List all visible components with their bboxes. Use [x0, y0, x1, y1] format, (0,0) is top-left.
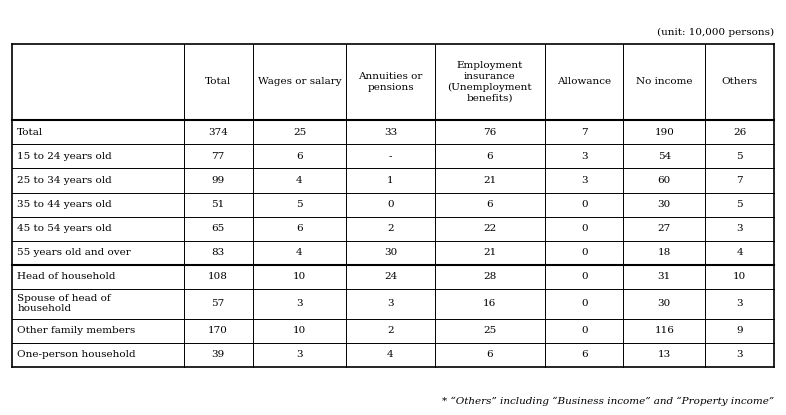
Text: 77: 77 [211, 152, 225, 161]
Text: 10: 10 [293, 326, 306, 335]
Text: 0: 0 [581, 248, 588, 257]
Text: Spouse of head of
household: Spouse of head of household [17, 294, 111, 313]
Text: Total: Total [17, 128, 43, 137]
Text: 1: 1 [387, 176, 394, 185]
Text: 65: 65 [211, 224, 225, 233]
Text: 2: 2 [387, 326, 394, 335]
Text: 21: 21 [483, 248, 497, 257]
Text: (unit: 10,000 persons): (unit: 10,000 persons) [657, 28, 774, 37]
Text: 5: 5 [736, 152, 743, 161]
Text: 30: 30 [658, 200, 671, 209]
Text: 24: 24 [384, 272, 397, 281]
Text: 190: 190 [655, 128, 674, 137]
Text: 45 to 54 years old: 45 to 54 years old [17, 224, 112, 233]
Text: Others: Others [722, 78, 758, 86]
Text: 7: 7 [581, 128, 588, 137]
Text: 108: 108 [208, 272, 228, 281]
Text: 3: 3 [387, 299, 394, 308]
Text: 6: 6 [296, 224, 303, 233]
Text: 28: 28 [483, 272, 497, 281]
Text: 31: 31 [658, 272, 671, 281]
Text: 3: 3 [581, 176, 588, 185]
Text: 76: 76 [483, 128, 497, 137]
Text: 27: 27 [658, 224, 671, 233]
Text: 7: 7 [736, 176, 743, 185]
Text: 0: 0 [581, 200, 588, 209]
Text: 0: 0 [581, 326, 588, 335]
Text: 116: 116 [655, 326, 674, 335]
Text: 33: 33 [384, 128, 397, 137]
Text: 6: 6 [487, 152, 493, 161]
Text: 3: 3 [736, 350, 743, 359]
Text: 30: 30 [384, 248, 397, 257]
Text: 26: 26 [733, 128, 747, 137]
Text: 0: 0 [581, 224, 588, 233]
Text: 51: 51 [211, 200, 225, 209]
Text: One-person household: One-person household [17, 350, 136, 359]
Text: 2: 2 [387, 224, 394, 233]
Text: Allowance: Allowance [557, 78, 612, 86]
Text: 4: 4 [387, 350, 394, 359]
Text: * “Others” including “Business income” and “Property income”: * “Others” including “Business income” a… [442, 397, 774, 406]
Text: 3: 3 [296, 299, 303, 308]
Text: 3: 3 [736, 224, 743, 233]
Text: 18: 18 [658, 248, 671, 257]
Text: -: - [389, 152, 392, 161]
Text: 170: 170 [208, 326, 228, 335]
Text: 22: 22 [483, 224, 497, 233]
Text: 6: 6 [296, 152, 303, 161]
Text: No income: No income [636, 78, 692, 86]
Text: 21: 21 [483, 176, 497, 185]
Text: 60: 60 [658, 176, 671, 185]
Text: 54: 54 [658, 152, 671, 161]
Text: Annuities or
pensions: Annuities or pensions [358, 72, 423, 92]
Text: 0: 0 [581, 272, 588, 281]
Text: 6: 6 [487, 200, 493, 209]
Text: 25 to 34 years old: 25 to 34 years old [17, 176, 112, 185]
Text: 15 to 24 years old: 15 to 24 years old [17, 152, 112, 161]
Text: 16: 16 [483, 299, 497, 308]
Text: 99: 99 [211, 176, 225, 185]
Text: 10: 10 [733, 272, 747, 281]
Text: 374: 374 [208, 128, 228, 137]
Text: 83: 83 [211, 248, 225, 257]
Text: 3: 3 [581, 152, 588, 161]
Text: 3: 3 [736, 299, 743, 308]
Text: Wages or salary: Wages or salary [258, 78, 341, 86]
Text: 13: 13 [658, 350, 671, 359]
Text: 25: 25 [293, 128, 306, 137]
Text: 6: 6 [581, 350, 588, 359]
Text: Head of household: Head of household [17, 272, 116, 281]
Text: 4: 4 [296, 248, 303, 257]
Text: 3: 3 [296, 350, 303, 359]
Text: 4: 4 [736, 248, 743, 257]
Text: 35 to 44 years old: 35 to 44 years old [17, 200, 112, 209]
Text: 0: 0 [581, 299, 588, 308]
Text: 4: 4 [296, 176, 303, 185]
Text: 9: 9 [736, 326, 743, 335]
Text: 55 years old and over: 55 years old and over [17, 248, 131, 257]
Text: 25: 25 [483, 326, 497, 335]
Text: 30: 30 [658, 299, 671, 308]
Text: 0: 0 [387, 200, 394, 209]
Text: 5: 5 [296, 200, 303, 209]
Text: 10: 10 [293, 272, 306, 281]
Text: 39: 39 [211, 350, 225, 359]
Text: 5: 5 [736, 200, 743, 209]
Text: 6: 6 [487, 350, 493, 359]
Text: Other family members: Other family members [17, 326, 135, 335]
Text: Employment
insurance
(Unemployment
benefits): Employment insurance (Unemployment benef… [447, 61, 532, 103]
Text: Total: Total [205, 78, 231, 86]
Text: 57: 57 [211, 299, 225, 308]
